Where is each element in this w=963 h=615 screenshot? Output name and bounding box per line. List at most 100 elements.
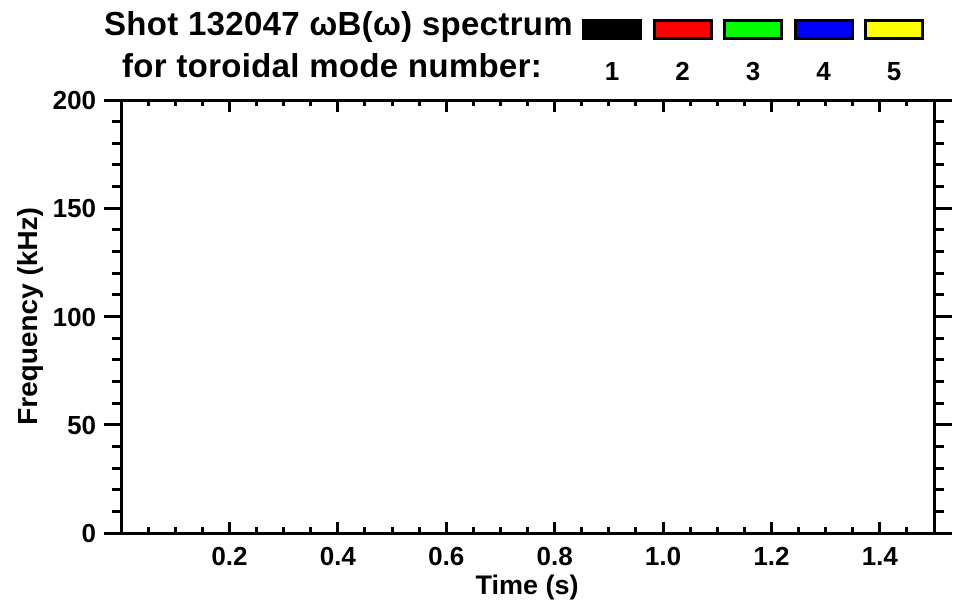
y-tick-minor — [111, 120, 120, 124]
y-tick-major — [103, 315, 120, 318]
x-tick-major — [661, 101, 665, 112]
x-tick-minor — [824, 527, 828, 532]
legend-swatch-mode-2 — [652, 19, 713, 40]
y-tick-minor — [111, 444, 120, 448]
x-tick-minor — [471, 101, 475, 106]
y-tick-minor — [111, 271, 120, 275]
y-tick-minor — [935, 250, 944, 254]
y-tick-label: 50 — [67, 409, 96, 440]
legend-label-mode-2: 2 — [675, 56, 690, 86]
x-tick-label: 1.4 — [861, 541, 898, 571]
x-tick-minor — [471, 527, 475, 532]
legend-swatch-mode-5 — [864, 19, 924, 40]
x-tick-minor — [688, 527, 692, 532]
legend-entry: 1 — [582, 19, 642, 86]
y-tick-minor — [111, 509, 120, 513]
x-tick-minor — [417, 527, 421, 532]
y-tick-minor — [111, 141, 120, 145]
x-tick-minor — [146, 527, 150, 532]
y-tick-label: 200 — [52, 85, 96, 115]
x-tick-major — [878, 521, 882, 532]
x-tick-minor — [282, 527, 286, 532]
x-axis-label: Time (s) — [475, 570, 579, 600]
x-tick-minor — [417, 101, 421, 106]
x-tick-major — [336, 521, 340, 532]
legend-label-mode-4: 4 — [816, 56, 831, 86]
y-tick-major — [103, 531, 120, 535]
x-tick-minor — [742, 527, 746, 532]
y-tick-minor — [111, 185, 120, 189]
legend-label-mode-5: 5 — [886, 56, 902, 86]
x-tick-minor — [255, 527, 258, 532]
y-tick-minor — [111, 163, 120, 167]
x-tick-minor — [715, 101, 719, 106]
y-tick-minor — [111, 250, 120, 254]
y-tick-major — [935, 315, 952, 318]
legend-entry: 4 — [793, 19, 854, 86]
x-tick-minor — [526, 101, 529, 106]
y-tick-minor — [935, 293, 944, 297]
x-tick-major — [661, 521, 665, 532]
y-tick-minor — [935, 379, 944, 383]
x-tick-major — [227, 101, 231, 112]
y-tick-minor — [111, 401, 120, 405]
x-tick-minor — [797, 527, 800, 532]
y-tick-label: 0 — [81, 518, 96, 548]
y-tick-minor — [935, 228, 944, 232]
y-tick-minor — [111, 466, 120, 470]
y-tick-minor — [111, 336, 120, 340]
x-tick-minor — [173, 527, 177, 532]
legend-label-mode-3: 3 — [745, 56, 761, 86]
y-tick-minor — [111, 228, 120, 232]
x-tick-label: 1.2 — [753, 541, 790, 571]
x-tick-minor — [498, 527, 502, 532]
y-tick-major — [935, 206, 952, 210]
y-tick-minor — [935, 488, 944, 492]
legend-entry: 5 — [864, 19, 924, 86]
x-tick-minor — [282, 101, 286, 106]
y-tick-label: 150 — [52, 193, 96, 224]
y-tick-minor — [111, 293, 120, 297]
y-tick-minor — [111, 379, 120, 383]
x-tick-minor — [634, 101, 638, 106]
y-tick-minor — [935, 163, 944, 167]
x-tick-minor — [390, 101, 394, 106]
y-tick-minor — [111, 358, 120, 362]
x-tick-minor — [200, 101, 204, 106]
y-tick-minor — [935, 271, 944, 275]
plot-title: Shot 132047 ωB(ω) spectrum — [104, 5, 573, 42]
x-tick-major — [336, 101, 340, 112]
x-tick-label: 0.8 — [536, 541, 573, 571]
y-tick-minor — [935, 185, 944, 189]
x-tick-label: 0.6 — [428, 541, 465, 571]
y-tick-major — [103, 206, 120, 210]
x-tick-minor — [607, 101, 611, 106]
x-tick-minor — [580, 101, 584, 106]
y-tick-major — [103, 423, 120, 427]
x-tick-label: 0.2 — [211, 541, 248, 571]
x-tick-minor — [498, 101, 502, 106]
legend-entry: 3 — [723, 19, 783, 86]
x-tick-minor — [526, 527, 529, 532]
x-tick-minor — [580, 527, 584, 532]
x-tick-minor — [634, 527, 638, 532]
x-tick-minor — [363, 101, 367, 106]
x-tick-minor — [309, 527, 313, 532]
x-tick-major — [444, 101, 448, 112]
y-tick-minor — [935, 336, 944, 340]
x-tick-label: 0.4 — [319, 541, 356, 571]
legend-swatch-mode-1 — [582, 19, 642, 40]
y-tick-minor — [935, 358, 944, 362]
y-tick-major — [935, 98, 952, 102]
x-tick-major — [769, 521, 773, 532]
y-tick-label: 100 — [52, 301, 96, 332]
y-tick-minor — [111, 488, 120, 492]
x-tick-major — [553, 521, 557, 532]
x-tick-minor — [390, 527, 394, 532]
y-tick-major — [935, 423, 952, 427]
y-tick-major — [935, 531, 952, 535]
x-tick-minor — [715, 527, 719, 532]
x-tick-minor — [363, 527, 367, 532]
x-tick-minor — [851, 527, 855, 532]
x-tick-minor — [146, 101, 150, 106]
